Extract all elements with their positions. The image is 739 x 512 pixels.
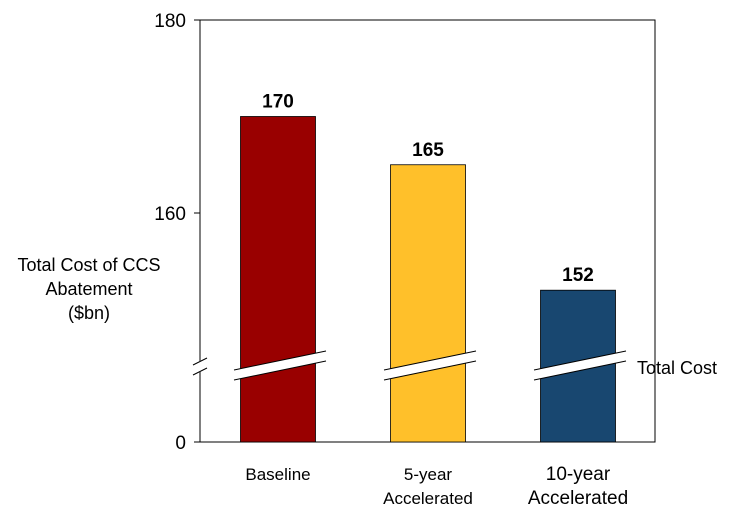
axis-break-mark <box>532 350 628 381</box>
x-category-label: 5-year <box>404 465 453 484</box>
y-tick-label: 160 <box>154 204 186 225</box>
axis-break-mark <box>382 350 478 381</box>
bar <box>240 116 316 443</box>
y-axis-label-line: ($bn) <box>68 303 110 323</box>
break-legend-label: Total Cost <box>637 358 717 378</box>
x-axis-categories: Baseline 5-year Accelerated 10-year Accelera… <box>245 464 628 509</box>
axis-break-mark <box>190 357 210 376</box>
y-axis-label: Total Cost of CCS Abatement ($bn) <box>17 255 160 323</box>
y-tick-label: 0 <box>175 433 186 454</box>
bar-series: 170 165 152 <box>240 92 616 443</box>
y-axis-ticks: 0 160 180 <box>154 11 200 454</box>
bar <box>390 164 466 443</box>
bar-value-label: 170 <box>262 92 294 113</box>
x-category-label: Accelerated <box>528 488 628 509</box>
x-category-label: Baseline <box>245 465 310 484</box>
y-axis-label-line: Abatement <box>45 279 132 299</box>
x-category-label: Accelerated <box>383 489 473 508</box>
y-axis-label-line: Total Cost of CCS <box>17 255 160 275</box>
y-tick-label: 180 <box>154 11 186 32</box>
bar-value-label: 152 <box>562 265 594 286</box>
bar-value-label: 165 <box>412 140 444 161</box>
axis-break-marks <box>190 350 628 381</box>
axis-break-mark <box>232 350 328 381</box>
x-category-label: 10-year <box>546 464 611 485</box>
